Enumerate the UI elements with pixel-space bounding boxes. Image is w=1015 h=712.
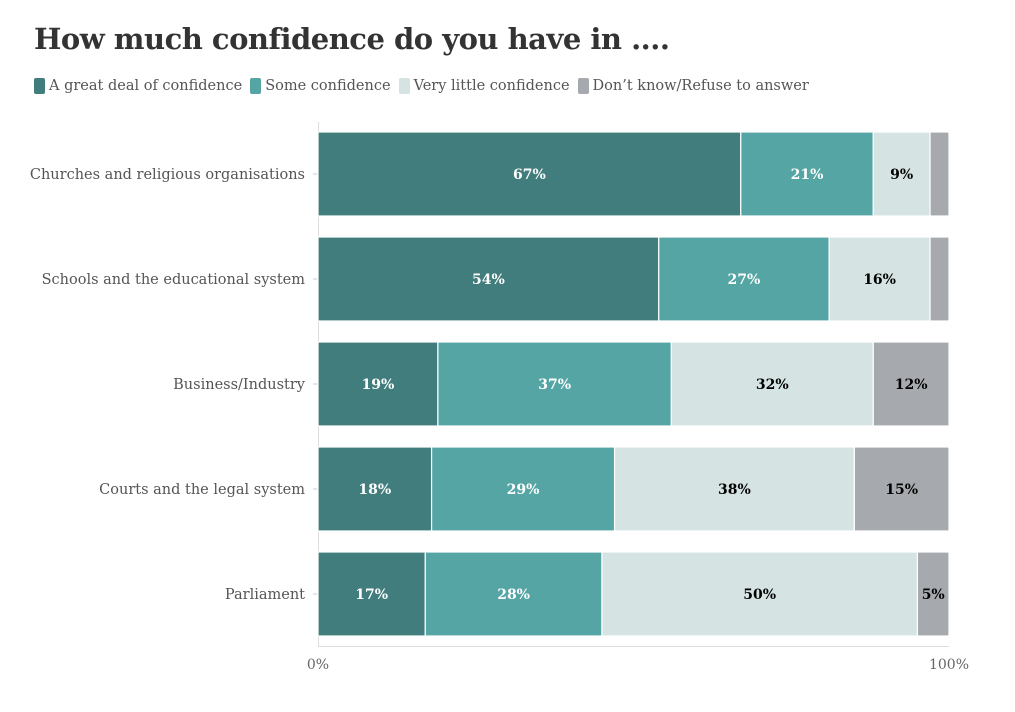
data-label: 37% [538, 377, 571, 393]
category-label: Schools and the educational system [42, 272, 306, 288]
category-label: Churches and religious organisations [30, 167, 305, 183]
bar-segment [828, 236, 931, 322]
bar-segment [872, 131, 931, 217]
legend-item-great-deal: A great deal of confidence [34, 78, 242, 94]
bar-segment [658, 236, 830, 322]
bar-segment [601, 551, 919, 637]
category-label: Business/Industry [173, 377, 306, 393]
legend-item-dont-know: Don’t know/Refuse to answer [577, 78, 809, 94]
bar-segment [424, 551, 603, 637]
bar-segment [929, 236, 950, 322]
bar-segment [317, 446, 433, 532]
legend-label-some: Some confidence [265, 78, 391, 94]
x-tick-label: 0% [307, 657, 329, 673]
category-label: Courts and the legal system [99, 482, 305, 498]
legend-swatch-some [250, 78, 262, 94]
data-label: 19% [362, 377, 395, 393]
bar-segment [613, 446, 855, 532]
data-label: 5% [922, 587, 945, 603]
x-tick-label: 100% [929, 657, 969, 673]
data-label: 17% [355, 587, 388, 603]
bar-segment [929, 131, 950, 217]
legend-item-very-little: Very little confidence [398, 78, 570, 94]
data-label: 9% [890, 167, 913, 183]
data-label: 54% [472, 272, 505, 288]
chart-title: How much confidence do you have in .... [34, 22, 670, 56]
legend-label-very-little: Very little confidence [413, 78, 570, 94]
legend-swatch-very-little [398, 78, 410, 94]
legend: A great deal of confidence Some confiden… [34, 78, 817, 94]
data-label: 27% [728, 272, 761, 288]
data-label: 67% [513, 167, 546, 183]
data-label: 16% [863, 272, 896, 288]
bar-segment [317, 236, 660, 322]
data-label: 21% [791, 167, 824, 183]
bar-segment [437, 341, 672, 427]
bar-segment [670, 341, 874, 427]
data-label: 12% [895, 377, 928, 393]
legend-item-some: Some confidence [250, 78, 391, 94]
bar-segment [317, 341, 439, 427]
data-label: 29% [507, 482, 540, 498]
data-label: 38% [718, 482, 751, 498]
bar-segment [317, 551, 426, 637]
bar-segment [853, 446, 950, 532]
legend-label-great-deal: A great deal of confidence [49, 78, 243, 94]
data-label: 18% [358, 482, 391, 498]
data-label: 28% [497, 587, 530, 603]
legend-label-dont-know: Don’t know/Refuse to answer [592, 78, 809, 94]
data-label: 32% [756, 377, 789, 393]
data-label: 50% [743, 587, 776, 603]
data-label: 15% [885, 482, 918, 498]
legend-swatch-great-deal [34, 78, 45, 94]
bar-segment [872, 341, 950, 427]
legend-swatch-dont-know [577, 78, 589, 94]
category-label: Parliament [225, 587, 305, 603]
bar-segment [916, 551, 950, 637]
